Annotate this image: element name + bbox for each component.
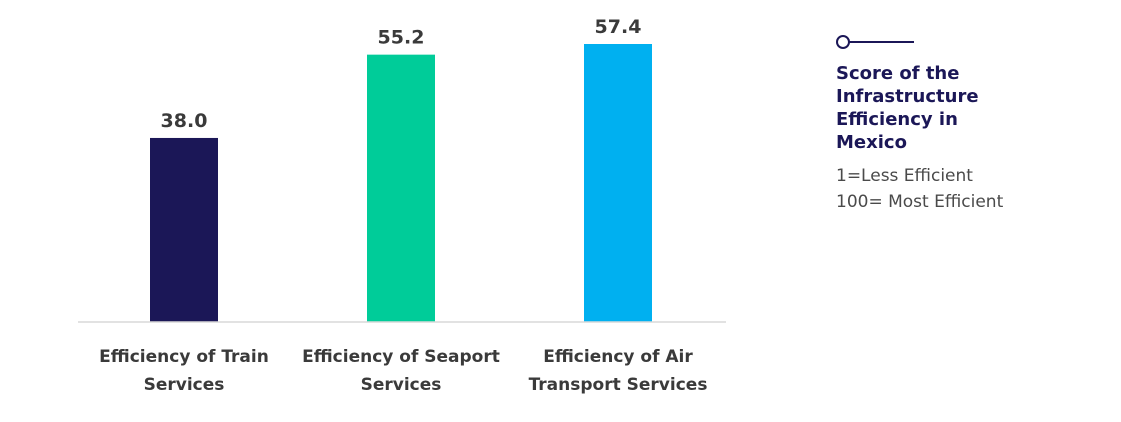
category-label-3-line-2: Transport Services — [529, 375, 708, 395]
bar-value-label-1: 38.0 — [161, 110, 208, 132]
bar-3 — [584, 44, 652, 322]
category-label-2-line-2: Services — [361, 375, 442, 395]
marker-circle — [836, 35, 850, 49]
category-labels-group: Efficiency of Train Services Efficiency of… — [99, 347, 707, 395]
line-circle-marker-icon — [836, 30, 916, 54]
side-panel-title: Score of the Infrastructure Efficiency i… — [836, 63, 979, 153]
scale-note-min: 1=Less Efficient — [836, 166, 973, 186]
side-panel: Score of the Infrastructure Efficiency i… — [836, 30, 1106, 215]
bar-1 — [150, 137, 218, 322]
bar-chart: 38.0 55.2 57.4 Efficiency of Train Services… — [78, 16, 726, 395]
category-label-1-line-1: Efficiency of Train — [99, 347, 269, 367]
value-labels-group: 38.0 55.2 57.4 — [161, 16, 642, 132]
bar-value-label-2: 55.2 — [378, 27, 425, 49]
marker-line — [848, 41, 914, 43]
bar-value-label-3: 57.4 — [595, 16, 642, 38]
category-label-3-line-1: Efficiency of Air — [543, 347, 693, 367]
category-label-1-line-2: Services — [144, 375, 225, 395]
category-label-2-line-1: Efficiency of Seaport — [302, 347, 500, 367]
bars-group — [150, 44, 652, 322]
side-panel-note: 1=Less Efficient 100= Most Efficient — [836, 163, 1106, 215]
scale-note-max: 100= Most Efficient — [836, 192, 1004, 212]
bar-2 — [367, 54, 435, 322]
